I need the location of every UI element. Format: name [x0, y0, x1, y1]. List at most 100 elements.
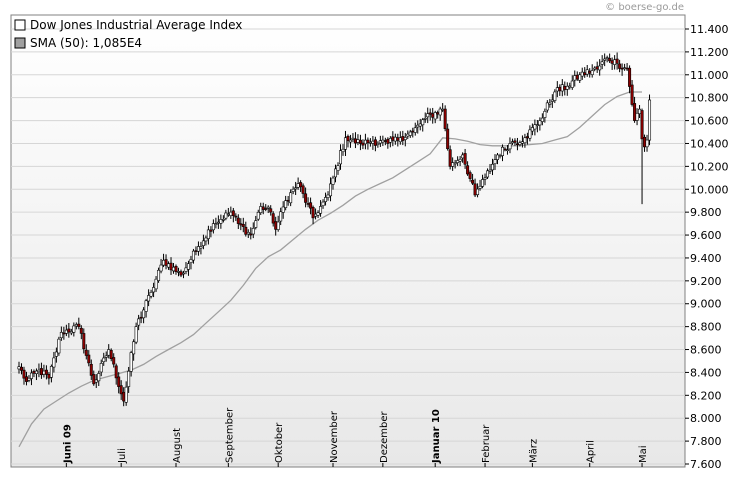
candle-body: [491, 163, 495, 171]
candle-body: [44, 369, 48, 375]
candle-body: [433, 112, 437, 120]
sma-series: [18, 91, 642, 448]
candle-body: [311, 207, 315, 219]
candle-body: [443, 108, 447, 129]
candle-body: [441, 108, 445, 111]
candle-body: [254, 220, 258, 228]
candle-body: [600, 61, 604, 65]
candle-body: [543, 110, 547, 118]
x-tick-label: Oktober: [274, 422, 285, 463]
plot-background: [10, 14, 686, 468]
candle-body: [598, 65, 602, 71]
candle-body: [37, 369, 41, 373]
candle-body: [177, 271, 181, 273]
candle-body: [216, 221, 220, 224]
candle-body: [580, 71, 584, 77]
candle-body: [296, 183, 300, 188]
legend-label-sma: SMA (50): 1,085E4: [30, 36, 142, 50]
candle-body: [500, 146, 504, 156]
candle-body: [184, 267, 188, 272]
candle-body: [353, 138, 357, 144]
candle-body: [620, 67, 624, 70]
candle-body: [209, 229, 213, 232]
candle-body: [239, 223, 243, 226]
candle-body: [573, 75, 577, 81]
candle-body: [468, 172, 472, 179]
candle-body: [518, 142, 522, 145]
candle-body: [256, 211, 260, 220]
candle-body: [321, 201, 325, 207]
candle-body: [47, 373, 51, 379]
y-tick-label: 8.600: [690, 344, 722, 357]
candle-body: [476, 188, 480, 195]
candle-body: [565, 85, 569, 90]
candle-body: [129, 352, 133, 372]
candle-body: [471, 179, 475, 184]
candle-body: [229, 211, 233, 216]
candle-body: [391, 136, 395, 141]
candle-body: [64, 329, 68, 334]
candle-body: [630, 84, 634, 105]
y-tick-label: 8.200: [690, 389, 722, 402]
candle-body: [423, 117, 427, 120]
candle-body: [329, 183, 333, 197]
candle-body: [157, 269, 161, 281]
candle-body: [199, 246, 203, 249]
candle-body: [194, 250, 198, 252]
x-tick-label: Dezember: [379, 411, 390, 463]
candle-body: [523, 137, 527, 144]
candle-body: [618, 63, 622, 69]
candle-body: [144, 300, 148, 312]
candle-body: [538, 120, 542, 126]
candle-body: [259, 206, 263, 214]
y-tick-label: 10.200: [690, 160, 729, 173]
candle-body: [513, 140, 517, 143]
legend: Dow Jones Industrial Average Index SMA (…: [14, 18, 242, 50]
candle-body: [132, 341, 136, 355]
candle-body: [550, 99, 554, 102]
candle-body: [251, 228, 255, 235]
candle-body: [505, 149, 509, 152]
candle-body: [301, 185, 305, 194]
x-tick-label: Februar: [481, 424, 492, 463]
candle-body: [281, 206, 285, 213]
candle-body: [635, 112, 639, 121]
candle-body: [34, 370, 38, 374]
candle-body: [244, 226, 248, 235]
candle-body: [643, 136, 647, 148]
candle-body: [383, 140, 387, 142]
y-tick-label: 8.800: [690, 321, 722, 334]
candle-body: [540, 117, 544, 122]
candle-body: [124, 386, 128, 403]
candle-body: [179, 271, 183, 276]
candle-body: [52, 357, 56, 368]
candle-body: [24, 376, 28, 382]
candle-body: [411, 130, 415, 133]
candle-body: [356, 139, 360, 143]
legend-label-dji: Dow Jones Industrial Average Index: [30, 18, 242, 32]
candle-body: [191, 250, 195, 261]
candle-body: [112, 357, 116, 365]
candle-body: [162, 259, 166, 266]
candle-body: [127, 370, 131, 387]
candle-body: [206, 229, 210, 239]
candle-body: [221, 219, 225, 221]
candle-body: [495, 154, 499, 160]
candle-body: [57, 338, 61, 354]
candle-body: [603, 58, 607, 61]
candle-body: [560, 84, 564, 92]
candle-body: [413, 127, 417, 133]
y-tick-label: 9.000: [690, 298, 722, 311]
candle-body: [79, 327, 83, 334]
candle-body: [264, 208, 268, 210]
candle-body: [92, 374, 96, 385]
candle-body: [286, 199, 290, 202]
candle-body: [291, 188, 295, 192]
candle-body: [583, 72, 587, 76]
candle-body: [361, 142, 365, 146]
candle-body: [463, 153, 467, 165]
candle-body: [169, 262, 173, 271]
y-tick-label: 10.000: [690, 183, 729, 196]
candle-body: [553, 91, 557, 101]
y-tick-label: 9.600: [690, 229, 722, 242]
